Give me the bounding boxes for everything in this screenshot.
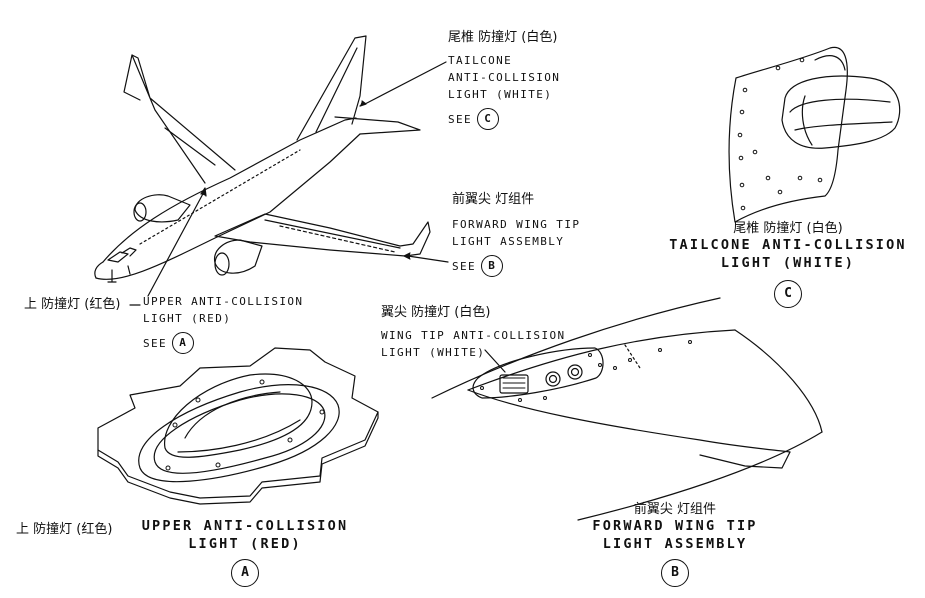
fwd-wingtip-label-cn: 前翼尖 灯组件	[452, 192, 535, 207]
detail-c-callout: C	[476, 108, 499, 130]
view-a-title-line1: UPPER ANTI-COLLISION	[141, 518, 349, 534]
view-a-title-cn: 上 防撞灯 (红色)	[16, 522, 113, 537]
view-c-title-line1: TAILCONE ANTI-COLLISION	[669, 237, 907, 253]
tailcone-label-line3: LIGHT (WHITE)	[448, 88, 553, 101]
fwd-wingtip-label-line2: LIGHT ASSEMBLY	[452, 235, 565, 248]
upper-light-see-ref: SEE A	[143, 332, 194, 354]
view-b-ref-circle: B	[661, 559, 689, 587]
airplane-drawing	[94, 35, 431, 283]
view-a-ref-circle: A	[231, 559, 259, 587]
tailcone-label-line2: ANTI-COLLISION	[448, 71, 561, 84]
view-c-title-line2: LIGHT (WHITE)	[720, 254, 856, 271]
see-text: SEE	[452, 260, 477, 274]
view-b-title-line2: LIGHT ASSEMBLY	[602, 535, 748, 552]
tailcone-light-detail	[728, 46, 901, 223]
upper-light-detail	[97, 347, 379, 505]
view-c-caption: 尾椎 防撞灯 (白色) TAILCONE ANTI-COLLISION LIGH…	[658, 222, 918, 308]
view-b-title-cn: 前翼尖 灯组件	[633, 502, 717, 517]
detail-b-callout: B	[480, 255, 503, 277]
upper-light-label-line1: UPPER ANTI-COLLISION	[143, 295, 304, 308]
tailcone-label-cn: 尾椎 防撞灯 (白色)	[448, 30, 558, 45]
wing-tip-detail	[431, 297, 823, 521]
see-text: SEE	[143, 337, 168, 351]
wingtip-light-label-cn: 翼尖 防撞灯 (白色)	[381, 305, 491, 320]
upper-light-label-line2: LIGHT (RED)	[143, 312, 232, 325]
tailcone-label-line1: TAILCONE	[448, 54, 513, 67]
fwd-wingtip-label-line1: FORWARD WING TIP	[452, 218, 581, 231]
detail-a-callout: A	[171, 332, 194, 354]
leader-lines	[129, 61, 449, 306]
wingtip-light-label-line2: LIGHT (WHITE)	[381, 346, 486, 359]
view-a-caption: UPPER ANTI-COLLISION LIGHT (RED) A	[130, 518, 360, 587]
view-b-title-line1: FORWARD WING TIP	[592, 518, 758, 534]
view-c-title-cn: 尾椎 防撞灯 (白色)	[733, 221, 843, 236]
view-a-title-line2: LIGHT (RED)	[188, 535, 302, 552]
fwd-wingtip-see-ref: SEE B	[452, 255, 503, 277]
view-c-ref-circle: C	[774, 280, 802, 308]
wingtip-light-label-line1: WING TIP ANTI-COLLISION	[381, 329, 566, 342]
view-b-caption: 前翼尖 灯组件 FORWARD WING TIP LIGHT ASSEMBLY …	[575, 503, 775, 587]
upper-light-label-cn: 上 防撞灯 (红色)	[24, 297, 121, 312]
see-text: SEE	[448, 113, 473, 127]
tailcone-see-ref: SEE C	[448, 108, 499, 130]
